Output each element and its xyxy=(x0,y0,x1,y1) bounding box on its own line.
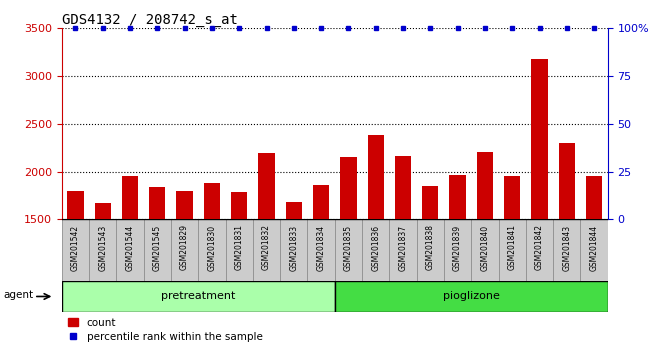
Text: GSM201844: GSM201844 xyxy=(590,224,599,270)
Bar xyxy=(231,192,248,219)
Text: GSM201838: GSM201838 xyxy=(426,224,435,270)
Text: GSM201835: GSM201835 xyxy=(344,224,353,270)
Bar xyxy=(94,203,111,219)
Bar xyxy=(395,156,411,219)
Text: GSM201830: GSM201830 xyxy=(207,224,216,270)
Bar xyxy=(313,185,330,219)
Bar xyxy=(449,175,466,219)
Text: GSM201829: GSM201829 xyxy=(180,224,189,270)
Text: GSM201543: GSM201543 xyxy=(98,224,107,271)
Bar xyxy=(389,219,417,281)
Text: GSM201833: GSM201833 xyxy=(289,224,298,270)
Bar xyxy=(335,281,608,312)
Bar xyxy=(526,219,553,281)
Text: agent: agent xyxy=(3,290,33,300)
Text: GSM201837: GSM201837 xyxy=(398,224,408,270)
Bar xyxy=(258,153,275,219)
Text: GSM201831: GSM201831 xyxy=(235,224,244,270)
Text: GSM201542: GSM201542 xyxy=(71,224,80,270)
Bar xyxy=(226,219,253,281)
Bar xyxy=(280,219,307,281)
Bar xyxy=(499,219,526,281)
Bar xyxy=(62,219,89,281)
Bar xyxy=(307,219,335,281)
Bar xyxy=(285,202,302,219)
Bar xyxy=(444,219,471,281)
Legend: count, percentile rank within the sample: count, percentile rank within the sample xyxy=(67,317,264,343)
Bar xyxy=(176,191,193,219)
Text: GSM201832: GSM201832 xyxy=(262,224,271,270)
Bar xyxy=(116,219,144,281)
Bar xyxy=(586,176,603,219)
Text: GSM201839: GSM201839 xyxy=(453,224,462,270)
Text: GSM201843: GSM201843 xyxy=(562,224,571,270)
Bar xyxy=(122,176,138,219)
Bar xyxy=(62,281,335,312)
Text: GSM201544: GSM201544 xyxy=(125,224,135,271)
Text: GSM201840: GSM201840 xyxy=(480,224,489,270)
Bar xyxy=(149,187,166,219)
Text: GSM201841: GSM201841 xyxy=(508,224,517,270)
Bar xyxy=(367,135,384,219)
Bar xyxy=(471,219,499,281)
Bar xyxy=(531,59,548,219)
Bar xyxy=(253,219,280,281)
Text: pioglizone: pioglizone xyxy=(443,291,500,302)
Text: GSM201545: GSM201545 xyxy=(153,224,162,271)
Bar xyxy=(558,143,575,219)
Bar xyxy=(422,185,439,219)
Text: GDS4132 / 208742_s_at: GDS4132 / 208742_s_at xyxy=(62,13,238,27)
Bar xyxy=(476,152,493,219)
Bar xyxy=(362,219,389,281)
Bar xyxy=(198,219,226,281)
Bar xyxy=(340,157,357,219)
Bar xyxy=(417,219,444,281)
Text: GSM201834: GSM201834 xyxy=(317,224,326,270)
Bar xyxy=(504,176,521,219)
Bar xyxy=(67,191,84,219)
Text: GSM201836: GSM201836 xyxy=(371,224,380,270)
Bar xyxy=(144,219,171,281)
Bar xyxy=(335,219,362,281)
Text: pretreatment: pretreatment xyxy=(161,291,235,302)
Bar xyxy=(89,219,116,281)
Bar xyxy=(553,219,580,281)
Bar xyxy=(171,219,198,281)
Bar xyxy=(580,219,608,281)
Bar xyxy=(203,183,220,219)
Text: GSM201842: GSM201842 xyxy=(535,224,544,270)
